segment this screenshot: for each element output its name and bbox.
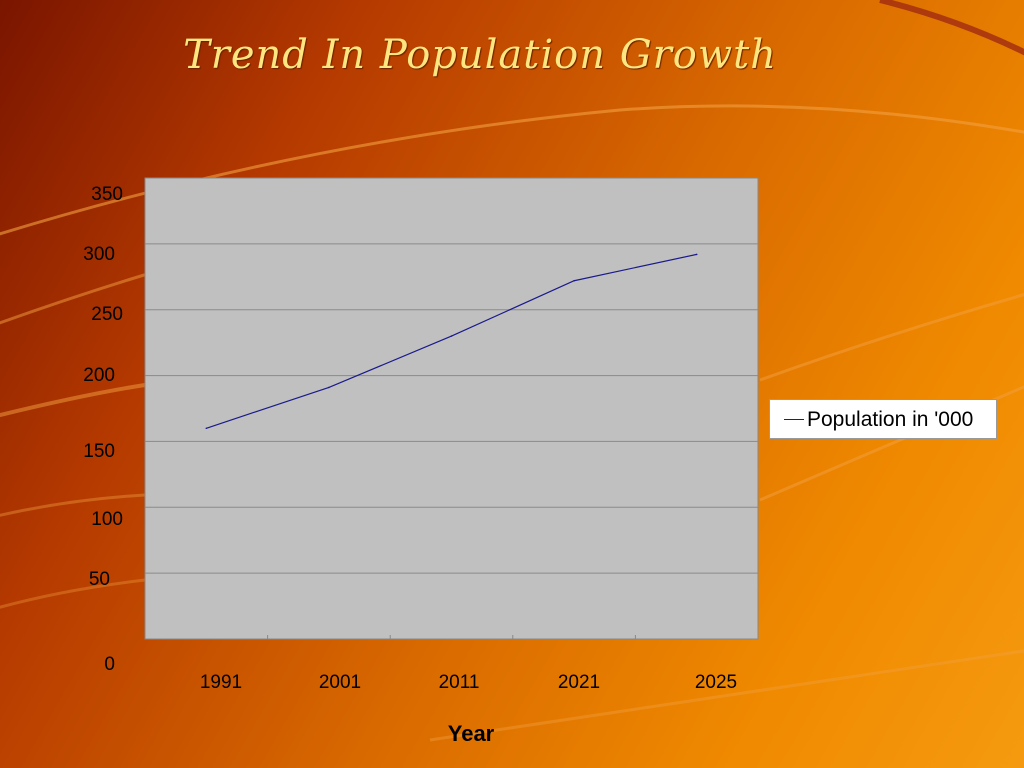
chart-legend: Population in '000 (769, 399, 997, 439)
x-axis-title: Year (448, 721, 495, 746)
y-tick-label: 100 (91, 509, 123, 530)
data-point (573, 279, 575, 282)
x-tick-label: 2001 (319, 672, 361, 693)
y-tick-label: 300 (83, 244, 115, 265)
x-tick-label: 2021 (558, 672, 600, 693)
y-tick-label: 50 (89, 569, 110, 590)
y-tick-label: 200 (83, 365, 115, 386)
x-tick-label: 2025 (695, 672, 737, 693)
legend-swatch (784, 419, 804, 420)
y-tick-label: 150 (83, 441, 115, 462)
plot-area (144, 177, 759, 640)
data-point (450, 335, 453, 337)
slide-title: Trend In Population Growth (183, 32, 777, 78)
legend-label: Population in '000 (807, 408, 974, 431)
x-tick-label: 2011 (439, 672, 480, 693)
data-point (695, 253, 698, 256)
y-axis-ticks: 0 50 100 150 200 250 300 350 (83, 184, 123, 675)
x-tick-label: 1991 (200, 672, 242, 693)
x-axis-ticks: 1991 2001 2011 2021 2025 (200, 635, 737, 693)
data-point (328, 386, 330, 389)
y-tick-label: 350 (91, 184, 123, 205)
y-tick-label: 0 (104, 654, 115, 675)
data-point (205, 427, 208, 430)
gridlines (145, 243, 758, 574)
y-tick-label: 250 (91, 304, 123, 325)
series-lines (205, 253, 698, 430)
